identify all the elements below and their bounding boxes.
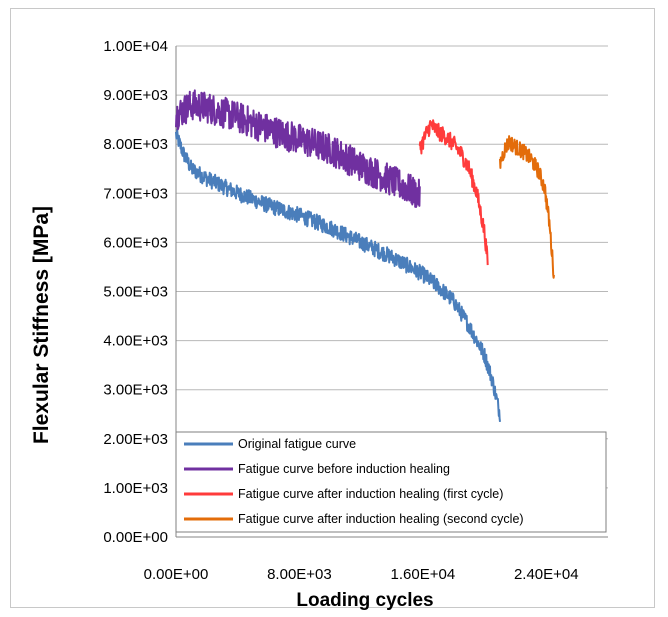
y-tick-label: 2.00E+03 [103, 431, 168, 448]
y-axis-title: Flexular Stiffness [MPa] [30, 206, 53, 444]
x-tick-label: 1.60E+04 [391, 566, 456, 583]
chart-frame [10, 8, 655, 608]
x-tick-label: 0.00E+00 [144, 566, 209, 583]
y-tick-label: 0.00E+00 [103, 529, 168, 546]
legend-label-after-healing-second: Fatigue curve after induction healing (s… [238, 512, 524, 526]
y-tick-label: 7.00E+03 [103, 185, 168, 202]
x-tick-label: 8.00E+03 [267, 566, 332, 583]
legend-label-original: Original fatigue curve [238, 437, 356, 451]
y-tick-label: 3.00E+03 [103, 382, 168, 399]
series-line-before-healing [175, 89, 421, 208]
series-layer [175, 89, 555, 423]
y-tick-label: 5.00E+03 [103, 284, 168, 301]
x-tick-labels: 0.00E+00 8.00E+03 1.60E+04 2.40E+04 [144, 566, 579, 583]
x-tick-label: 2.40E+04 [514, 566, 579, 583]
legend-box [175, 431, 607, 533]
y-tick-label: 8.00E+03 [103, 136, 168, 153]
gridlines [175, 45, 608, 538]
series-line-after-healing-first [418, 119, 489, 266]
y-tick-label: 4.00E+03 [103, 333, 168, 350]
legend: Original fatigue curve Fatigue curve befo… [175, 431, 607, 533]
series-line-original [175, 128, 501, 423]
y-tick-label: 9.00E+03 [103, 87, 168, 104]
series-line-after-healing-second [499, 135, 555, 279]
x-axis-title: Loading cycles [296, 590, 433, 611]
legend-label-after-healing-first: Fatigue curve after induction healing (f… [238, 487, 503, 501]
y-tick-label: 1.00E+04 [103, 38, 168, 55]
y-tick-labels: 0.00E+00 1.00E+03 2.00E+03 3.00E+03 4.00E+03… [103, 38, 168, 546]
legend-label-before-healing: Fatigue curve before induction healing [238, 462, 450, 476]
y-tick-label: 1.00E+03 [103, 480, 168, 497]
y-tick-label: 6.00E+03 [103, 234, 168, 251]
